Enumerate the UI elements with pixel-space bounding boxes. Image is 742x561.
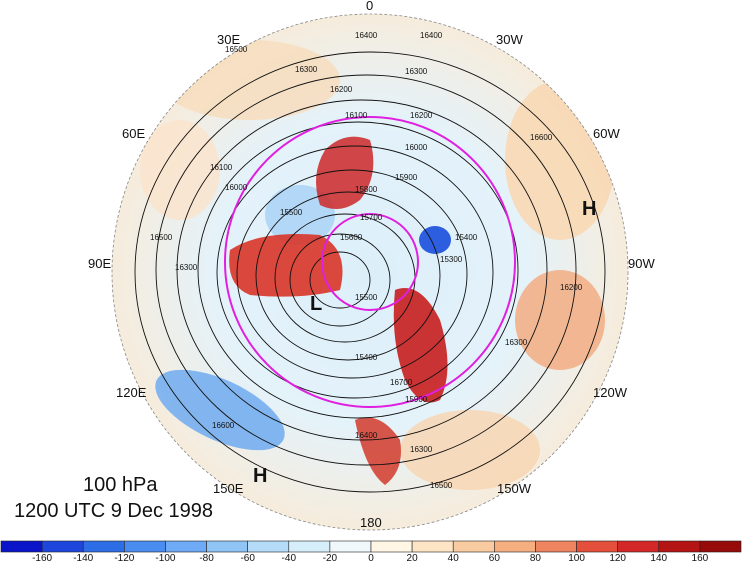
colorbar-tick-label: -140	[73, 553, 93, 561]
contour-label: 15600	[340, 233, 363, 242]
contour-label: 16200	[330, 85, 353, 94]
reference-circles	[224, 116, 516, 408]
contour-label: 16500	[150, 233, 173, 242]
colorbar-swatch	[452, 540, 495, 553]
colorbar-swatch	[576, 540, 618, 553]
colorbar-tick-label: -120	[114, 553, 134, 561]
contour-label: 16400	[420, 31, 443, 40]
colorbar-swatch	[699, 540, 742, 553]
pressure-level-label: 100 hPa	[83, 474, 158, 496]
contour-label: 16300	[405, 67, 428, 76]
colorbar-tick-label: 160	[692, 553, 709, 561]
contour-label: 16500	[430, 481, 453, 490]
contour-label: 15300	[440, 255, 463, 264]
lon-label-180: 180	[360, 515, 382, 530]
colorbar-swatch	[617, 540, 660, 553]
contour-label: 16300	[295, 65, 318, 74]
colorbar-swatch	[329, 540, 372, 553]
valid-time-label: 1200 UTC 9 Dec 1998	[14, 500, 214, 522]
contour-label: 15400	[355, 353, 378, 362]
colorbar-tick-label: -40	[282, 553, 297, 561]
lon-label-60e: 60E	[122, 126, 145, 141]
lon-label-30e: 30E	[217, 32, 240, 47]
colorbar-swatch	[165, 540, 207, 553]
colorbar-swatch	[41, 540, 84, 553]
contour-label: 16300	[175, 263, 198, 272]
colorbar-swatch	[658, 540, 701, 553]
contour-label: 16000	[225, 183, 248, 192]
colorbar-swatch	[535, 540, 577, 553]
colorbar-tick-label: 40	[448, 553, 460, 561]
colorbar-tick-label: 20	[407, 553, 419, 561]
colorbar-swatch	[247, 540, 290, 553]
colorbar-swatch	[288, 540, 331, 553]
lon-label-90w: 90W	[628, 256, 655, 271]
colorbar-tick-label: -160	[32, 553, 52, 561]
colorbar-tick-label: 80	[530, 553, 542, 561]
contour-label: 16200	[410, 111, 433, 120]
colorbar-swatch	[206, 540, 248, 553]
contour-label: 15900	[405, 395, 428, 404]
contour-label: 16300	[505, 338, 528, 347]
contour-label: 16000	[405, 143, 428, 152]
low-pressure-marker: L	[310, 293, 322, 315]
contour-label: 16700	[390, 378, 413, 387]
colorbar-tick-label: 0	[368, 553, 374, 561]
colorbar-swatch	[124, 540, 166, 553]
contour-label: 15900	[395, 173, 418, 182]
lon-label-0: 0	[366, 0, 373, 13]
longitude-labels: 0 30W 60W 90W 120W 150W 180 150E 120E 90…	[88, 0, 655, 530]
colorbar-swatch	[494, 540, 536, 553]
colorbar-swatch	[82, 540, 125, 553]
height-contours	[134, 51, 606, 493]
lon-label-90e: 90E	[88, 256, 111, 271]
contour-label: 16500	[225, 45, 248, 54]
high-pressure-marker-150e: H	[253, 465, 267, 487]
contour-label: 16100	[345, 111, 368, 120]
high-pressure-marker-60w: H	[582, 198, 596, 220]
contour-label: 16200	[560, 283, 583, 292]
colorbar-swatch	[370, 540, 413, 553]
contour-label: 15700	[360, 213, 383, 222]
colorbar-swatch	[0, 540, 43, 553]
colorbar-tick-label: -80	[199, 553, 214, 561]
contour-label: 16400	[355, 431, 378, 440]
lon-label-120w: 120W	[593, 385, 628, 400]
lon-label-60w: 60W	[593, 126, 620, 141]
contour-label: 15800	[355, 185, 378, 194]
contour-label: 16100	[210, 163, 233, 172]
colorbar-tick-label: -100	[155, 553, 175, 561]
colorbar-tick-label: 100	[568, 553, 585, 561]
colorbar-tick-label: -20	[323, 553, 338, 561]
contour-label: 16400	[355, 31, 378, 40]
lon-label-150w: 150W	[497, 481, 532, 496]
contour-label: 16300	[410, 445, 433, 454]
contour-label: 16600	[212, 421, 235, 430]
contour-label: 15400	[455, 233, 478, 242]
lon-label-120e: 120E	[116, 385, 147, 400]
colorbar-tick-label: -60	[240, 553, 255, 561]
lon-label-150e: 150E	[213, 481, 244, 496]
colorbar-tick-label: 120	[609, 553, 626, 561]
contour-label: 15500	[280, 208, 303, 217]
anomaly-field	[112, 14, 628, 530]
contour-label: 15500	[355, 293, 378, 302]
colorbar-tick-label: 60	[489, 553, 501, 561]
lon-label-30w: 30W	[496, 32, 523, 47]
colorbar: -160 -140 -120 -100 -80 -60 -40 -20 0 20 40 60 80 100…	[0, 540, 742, 561]
contour-label: 16600	[530, 133, 553, 142]
map-boundary	[111, 13, 629, 531]
contour-label-group: 16400 16400 16300 16500 16200 16300 1610…	[150, 31, 583, 490]
colorbar-tick-label: 140	[650, 553, 667, 561]
colorbar-swatch	[411, 540, 454, 553]
